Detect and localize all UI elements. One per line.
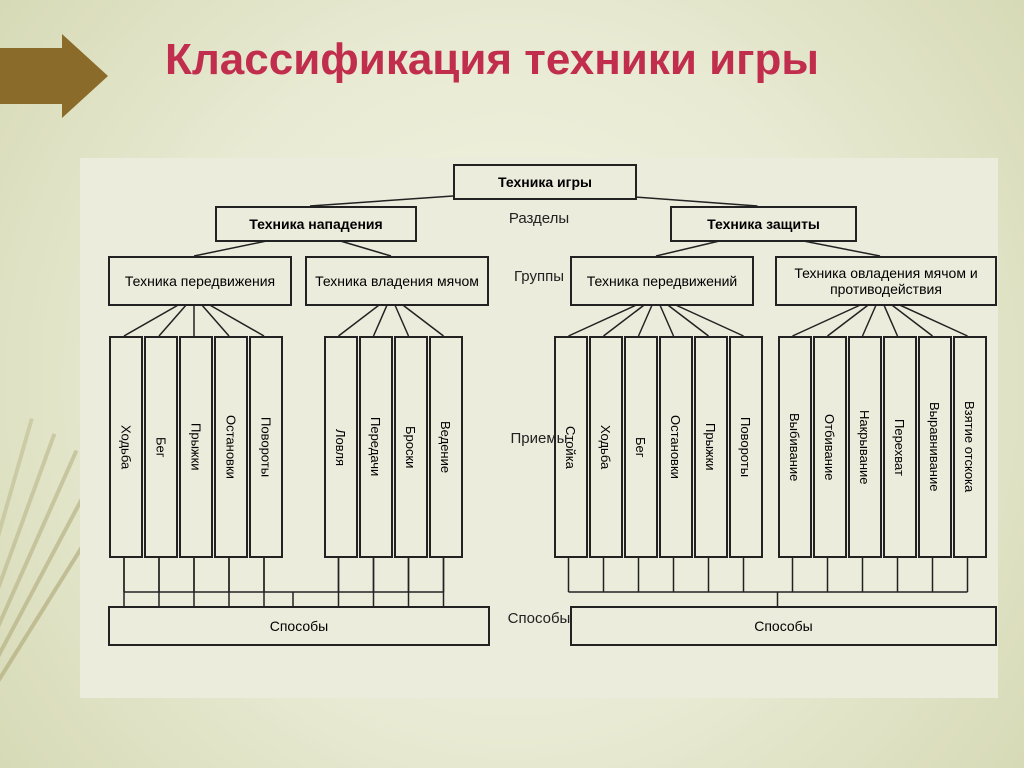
row-label-groups: Группы	[499, 268, 579, 285]
node-group-attack-ball: Техника владения мячом	[305, 256, 489, 306]
row-label-ways: Способы	[499, 610, 579, 627]
node-method: Ходьба	[109, 336, 143, 558]
node-method: Остановки	[659, 336, 693, 558]
node-method: Взятие отскока	[953, 336, 987, 558]
slide: Классификация техники игры Техника игры …	[0, 0, 1024, 768]
node-section-defense: Техника защиты	[670, 206, 857, 242]
node-section-attack: Техника нападения	[215, 206, 417, 242]
row-label-methods: Приемы	[499, 430, 579, 447]
node-method: Ведение	[429, 336, 463, 558]
diagram-area: Техника игры Техника нападения Техника з…	[80, 158, 998, 698]
node-method: Прыжки	[694, 336, 728, 558]
node-group-defense-move: Техника передвижений	[570, 256, 754, 306]
node-method: Накрывание	[848, 336, 882, 558]
node-method: Выравнивание	[918, 336, 952, 558]
node-method: Отбивание	[813, 336, 847, 558]
node-root: Техника игры	[453, 164, 637, 200]
node-method: Стойка	[554, 336, 588, 558]
node-method: Передачи	[359, 336, 393, 558]
node-method: Перехват	[883, 336, 917, 558]
node-method: Повороты	[729, 336, 763, 558]
node-method: Бег	[144, 336, 178, 558]
node-method: Бег	[624, 336, 658, 558]
node-group-defense-ball: Техника овладения мячом и противодействи…	[775, 256, 997, 306]
slide-title: Классификация техники игры	[165, 36, 819, 84]
node-group-attack-move: Техника передвижения	[108, 256, 292, 306]
node-method: Выбивание	[778, 336, 812, 558]
node-method: Повороты	[249, 336, 283, 558]
node-ways-right: Способы	[570, 606, 997, 646]
node-method: Остановки	[214, 336, 248, 558]
node-method: Ходьба	[589, 336, 623, 558]
node-method: Ловля	[324, 336, 358, 558]
row-label-sections: Разделы	[499, 210, 579, 227]
node-method: Броски	[394, 336, 428, 558]
node-method: Прыжки	[179, 336, 213, 558]
node-ways-left: Способы	[108, 606, 490, 646]
